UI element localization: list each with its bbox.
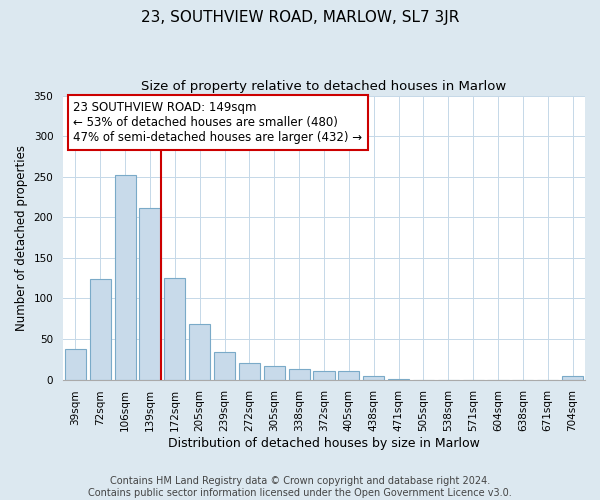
Bar bbox=[189, 324, 210, 380]
Bar bbox=[363, 376, 384, 380]
Y-axis label: Number of detached properties: Number of detached properties bbox=[15, 144, 28, 330]
Bar bbox=[264, 366, 285, 380]
Title: Size of property relative to detached houses in Marlow: Size of property relative to detached ho… bbox=[142, 80, 506, 93]
Bar bbox=[65, 349, 86, 380]
Bar bbox=[388, 379, 409, 380]
Bar bbox=[239, 362, 260, 380]
Text: Contains HM Land Registry data © Crown copyright and database right 2024.
Contai: Contains HM Land Registry data © Crown c… bbox=[88, 476, 512, 498]
Bar bbox=[289, 369, 310, 380]
Bar bbox=[214, 352, 235, 380]
Bar bbox=[90, 279, 111, 380]
Bar bbox=[139, 208, 161, 380]
Bar bbox=[338, 372, 359, 380]
Bar bbox=[562, 376, 583, 380]
Bar bbox=[115, 175, 136, 380]
Bar bbox=[313, 370, 335, 380]
Bar bbox=[164, 278, 185, 380]
Text: 23, SOUTHVIEW ROAD, MARLOW, SL7 3JR: 23, SOUTHVIEW ROAD, MARLOW, SL7 3JR bbox=[141, 10, 459, 25]
Text: 23 SOUTHVIEW ROAD: 149sqm
← 53% of detached houses are smaller (480)
47% of semi: 23 SOUTHVIEW ROAD: 149sqm ← 53% of detac… bbox=[73, 101, 362, 144]
X-axis label: Distribution of detached houses by size in Marlow: Distribution of detached houses by size … bbox=[168, 437, 480, 450]
